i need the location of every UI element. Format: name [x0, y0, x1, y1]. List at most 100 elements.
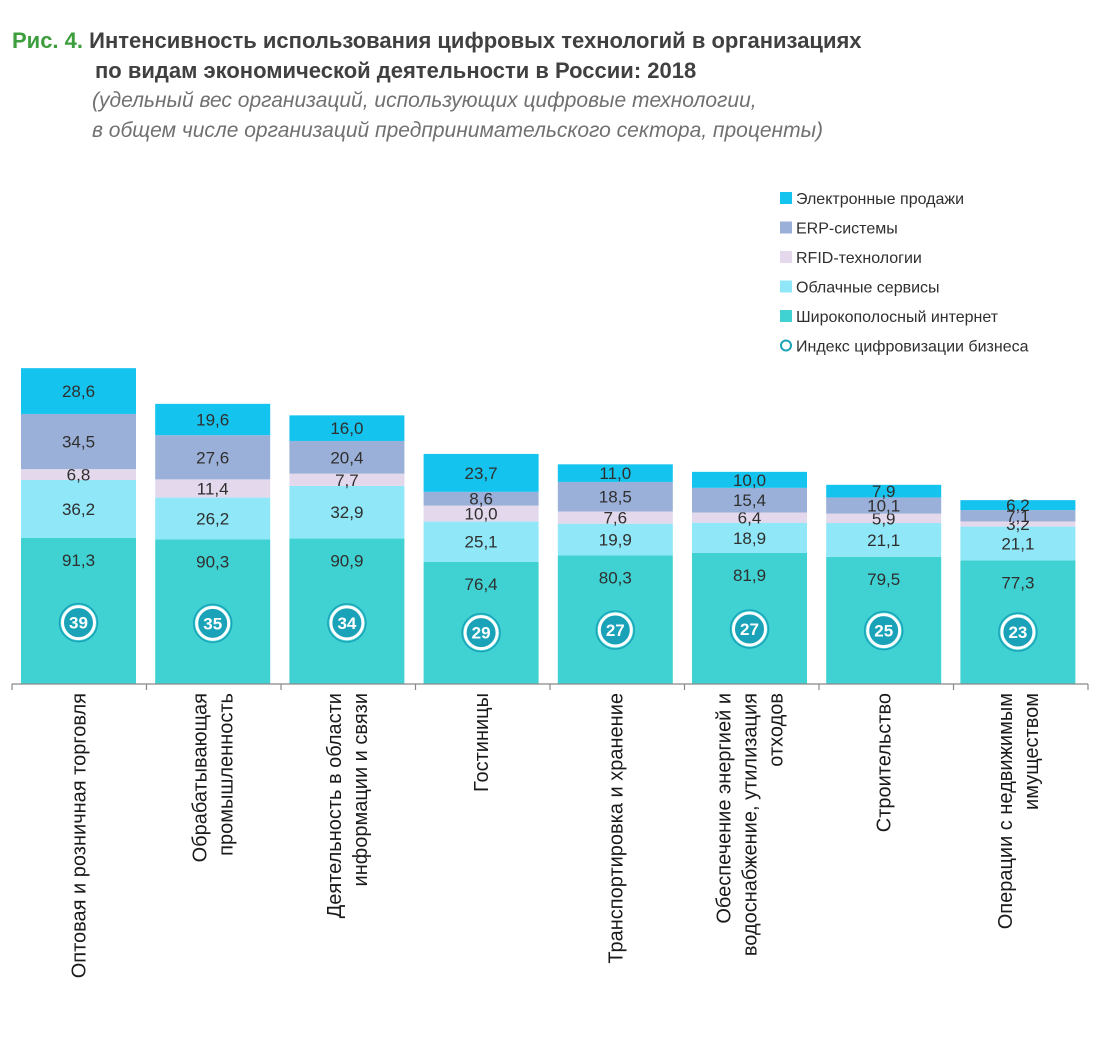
- legend-swatch-облачные-сервисы[interactable]: [780, 280, 792, 293]
- legend-swatch-erp-системы[interactable]: [780, 221, 792, 234]
- bar-segment-rfid-технологии-3[interactable]: [289, 473, 405, 486]
- value-label-электронные-продажи-1: 28,6: [62, 382, 95, 401]
- value-label-erp-системы-6: 15,4: [733, 491, 766, 510]
- category-label-2-line-2: промышленность: [216, 693, 238, 856]
- category-label-8-line-2: имуществом: [1021, 693, 1043, 810]
- value-label-широкополосный-интернет-5: 80,3: [599, 569, 632, 588]
- value-label-облачные-сервисы-1: 36,2: [62, 500, 95, 519]
- value-label-облачные-сервисы-6: 18,9: [733, 529, 766, 548]
- bar-segment-erp-системы-5[interactable]: [557, 481, 673, 512]
- bar-segment-erp-системы-8[interactable]: [960, 510, 1076, 522]
- value-label-rfid-технологии-7: 5,9: [872, 509, 896, 528]
- index-marker-ring-1: [58, 602, 99, 643]
- bar-segment-erp-системы-6[interactable]: [692, 487, 807, 513]
- value-label-облачные-сервисы-2: 26,2: [196, 510, 229, 529]
- bar-segment-erp-системы-3[interactable]: [289, 440, 405, 474]
- bar-segment-облачные-сервисы-6[interactable]: [692, 522, 807, 553]
- bar-segment-erp-системы-1[interactable]: [21, 413, 136, 470]
- bar-segment-облачные-сервисы-5[interactable]: [557, 523, 673, 556]
- index-value-7: 25: [874, 622, 893, 641]
- value-label-электронные-продажи-2: 19,6: [196, 411, 229, 430]
- value-label-облачные-сервисы-5: 19,9: [599, 531, 632, 550]
- value-label-широкополосный-интернет-6: 81,9: [733, 566, 766, 585]
- value-label-erp-системы-7: 10,1: [867, 497, 900, 516]
- bar-segment-облачные-сервисы-8[interactable]: [960, 526, 1076, 561]
- bar-segment-rfid-технологии-1[interactable]: [21, 469, 136, 480]
- index-marker-8[interactable]: [1000, 614, 1036, 650]
- legend-label-широкополосный-интернет[interactable]: Широкополосный интернет: [796, 309, 999, 326]
- category-label-4-line-1: Гостиницы: [471, 693, 493, 792]
- bar-segment-rfid-технологии-4[interactable]: [423, 505, 539, 522]
- chart-title-line-2: по видам экономической деятельности в Ро…: [95, 58, 697, 83]
- bar-segment-erp-системы-2[interactable]: [155, 435, 271, 480]
- value-label-erp-системы-4: 8,6: [469, 490, 493, 509]
- legend-swatch-index[interactable]: [780, 339, 792, 352]
- value-label-rfid-технологии-2: 11,4: [197, 479, 229, 498]
- index-marker-ring-2: [192, 603, 233, 644]
- value-label-erp-системы-2: 27,6: [196, 448, 229, 467]
- legend-swatch-широкополосный-интернет[interactable]: [780, 310, 792, 322]
- index-marker-7[interactable]: [866, 613, 902, 649]
- bar-segment-электронные-продажи-6[interactable]: [692, 471, 807, 488]
- value-label-широкополосный-интернет-8: 77,3: [1001, 573, 1034, 592]
- bar-segment-электронные-продажи-8[interactable]: [960, 500, 1076, 511]
- index-marker-5[interactable]: [597, 612, 633, 648]
- category-label-6-line-2: водоснабжение, утилизация: [740, 693, 762, 956]
- legend-label-index[interactable]: Индекс цифровизации бизнеса: [796, 339, 1029, 356]
- legend-label-электронные-продажи[interactable]: Электронные продажи: [796, 191, 964, 208]
- value-label-электронные-продажи-4: 23,7: [465, 464, 498, 483]
- bar-segment-облачные-сервисы-7[interactable]: [826, 523, 942, 557]
- index-marker-ring-6: [729, 609, 770, 649]
- value-label-электронные-продажи-7: 7,9: [872, 482, 896, 501]
- bar-segment-электронные-продажи-1[interactable]: [21, 368, 136, 414]
- bar-segment-rfid-технологии-8[interactable]: [960, 521, 1076, 527]
- chart-subtitle-line-2: в общем числе организаций предпринимател…: [92, 119, 824, 142]
- bar-segment-электронные-продажи-4[interactable]: [423, 453, 539, 492]
- category-label-6-line-1: Обеспечение энергией и: [714, 693, 736, 924]
- bar-segment-облачные-сервисы-1[interactable]: [21, 480, 136, 538]
- value-label-rfid-технологии-1: 6,8: [67, 466, 91, 485]
- value-label-rfid-технологии-5: 7,6: [603, 509, 627, 528]
- bar-segment-облачные-сервисы-3[interactable]: [289, 485, 405, 539]
- category-label-1-line-1: Оптовая и розничная торговля: [69, 693, 91, 978]
- index-marker-4[interactable]: [463, 615, 499, 651]
- bar-segment-электронные-продажи-7[interactable]: [826, 484, 942, 498]
- value-label-rfid-технологии-4: 10,0: [465, 505, 498, 524]
- index-marker-1[interactable]: [61, 605, 96, 641]
- legend-label-rfid-технологии[interactable]: RFID-технологии: [796, 250, 922, 267]
- index-marker-ring-4: [461, 612, 501, 653]
- index-marker-3[interactable]: [329, 605, 365, 641]
- index-value-6: 27: [740, 620, 759, 639]
- value-label-облачные-сервисы-3: 32,9: [330, 503, 363, 522]
- bar-segment-rfid-технологии-2[interactable]: [155, 479, 271, 498]
- bar-segment-erp-системы-4[interactable]: [423, 491, 539, 506]
- value-label-облачные-сервисы-8: 21,1: [1001, 534, 1034, 553]
- legend-swatch-rfid-технологии[interactable]: [780, 251, 792, 263]
- bar-segment-rfid-технологии-6[interactable]: [692, 512, 807, 523]
- chart-subtitle-line-1: (удельный вес организаций, использующих …: [92, 89, 757, 112]
- index-value-1: 39: [69, 614, 88, 633]
- index-value-3: 34: [337, 614, 356, 633]
- index-marker-2[interactable]: [195, 605, 231, 641]
- legend-label-облачные-сервисы[interactable]: Облачные сервисы: [796, 280, 940, 297]
- index-marker-ring-8: [998, 612, 1038, 652]
- category-label-8-line-1: Операции с недвижимым: [995, 693, 1017, 929]
- value-label-rfid-технологии-3: 7,7: [335, 471, 359, 490]
- bar-segment-rfid-технологии-7[interactable]: [826, 513, 942, 524]
- category-label-7-line-1: Строительство: [874, 693, 896, 832]
- chart-title: Интенсивность использования цифровых тех…: [89, 28, 862, 53]
- legend-label-erp-системы[interactable]: ERP-системы: [796, 221, 898, 238]
- bar-segment-erp-системы-7[interactable]: [826, 497, 942, 514]
- bar-segment-облачные-сервисы-2[interactable]: [155, 497, 271, 540]
- value-label-электронные-продажи-3: 16,0: [330, 419, 363, 438]
- category-label-3-line-2: информации и связи: [350, 693, 372, 886]
- bar-segment-облачные-сервисы-4[interactable]: [423, 521, 539, 562]
- bar-segment-электронные-продажи-3[interactable]: [289, 415, 405, 441]
- bar-segment-rfid-технологии-5[interactable]: [557, 511, 673, 524]
- index-marker-6[interactable]: [732, 611, 767, 647]
- bar-segment-электронные-продажи-5[interactable]: [557, 464, 673, 482]
- value-label-erp-системы-8: 7,1: [1006, 507, 1030, 526]
- legend-swatch-электронные-продажи[interactable]: [780, 192, 792, 204]
- bar-segment-электронные-продажи-2[interactable]: [155, 403, 271, 436]
- value-label-широкополосный-интернет-4: 76,4: [465, 575, 498, 594]
